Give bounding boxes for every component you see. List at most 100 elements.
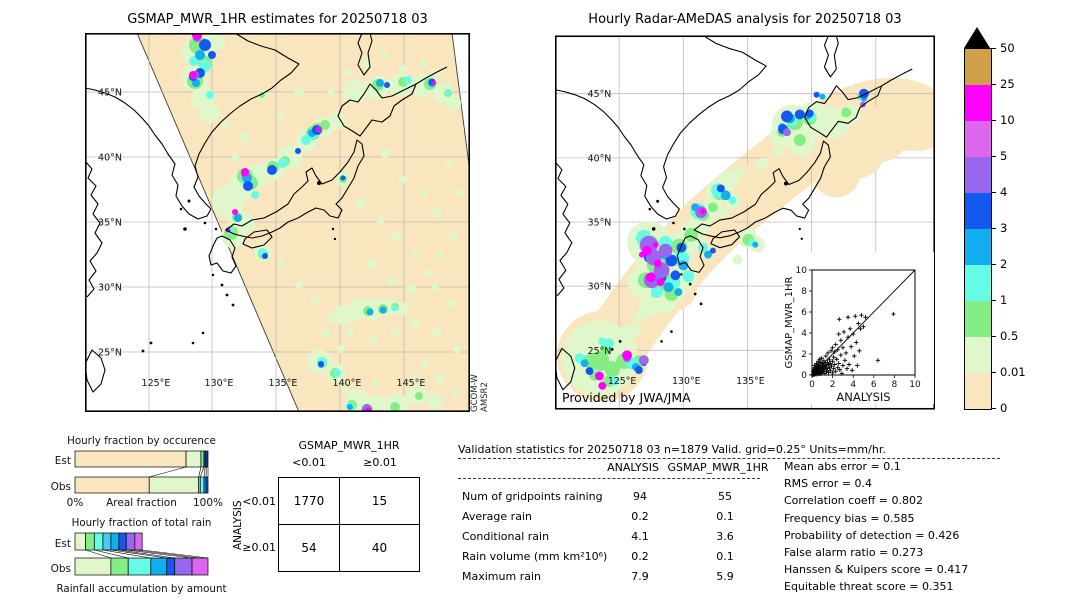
- colorbar-tick: [992, 228, 996, 229]
- coast-path: [881, 68, 913, 87]
- contingency-col-label: <0.01: [292, 456, 326, 469]
- lon-tick-label: 135°E: [736, 376, 765, 387]
- scatter-point: [828, 361, 833, 366]
- stacked-bar: [74, 557, 209, 576]
- colorbar-segment: [965, 49, 991, 85]
- link-line: [149, 466, 187, 478]
- contingency-col-label: ≥0.01: [363, 456, 397, 469]
- bar-segment: [110, 557, 129, 576]
- lon-tick-label: 145°E: [397, 378, 426, 389]
- island-dot: [656, 199, 660, 203]
- bar-segment: [150, 557, 168, 576]
- island-dot: [610, 347, 614, 351]
- precip-cell: [756, 157, 769, 170]
- precip-cell: [427, 393, 443, 409]
- coast-path: [225, 139, 365, 239]
- precip-cell: [376, 79, 384, 87]
- bar-segment: [199, 476, 205, 494]
- credit-line: GCOM-W: [470, 374, 480, 412]
- occurrence-fraction-chart: Hourly fraction by occurence Est Obs 0% 100%…: [51, 435, 223, 509]
- bar-segment: [74, 450, 187, 468]
- lat-tick-label: 35°N: [98, 218, 122, 229]
- scatter-point: [834, 357, 839, 362]
- colorbar-tick-label: 0: [1000, 400, 1008, 415]
- colorbar-segment: [965, 265, 991, 301]
- precip-cell: [346, 329, 354, 337]
- precip-cell: [366, 260, 376, 270]
- precip-cell: [379, 306, 387, 314]
- precip-cell: [656, 278, 665, 287]
- stats-value-analysis: 94: [633, 490, 647, 503]
- x-tick-label: 0%: [67, 497, 84, 509]
- colorbar-tick: [992, 336, 996, 337]
- colorbar-tick-label: 2: [1000, 256, 1008, 271]
- precip-cell: [638, 251, 645, 258]
- precip-cell: [343, 79, 367, 103]
- island-dot: [783, 181, 788, 186]
- bar-segment: [85, 532, 95, 551]
- scatter-point: [836, 331, 841, 337]
- precip-cell: [243, 181, 253, 191]
- precip-cell: [431, 283, 439, 291]
- precip-cell: [650, 286, 663, 299]
- map-frame: [555, 35, 935, 410]
- precip-cell: [653, 259, 662, 268]
- island-dot: [618, 340, 622, 343]
- bar-segment: [185, 450, 202, 468]
- precip-cell: [859, 88, 869, 99]
- coast-path: [823, 35, 839, 78]
- metric-row: Frequency bias = 0.585: [784, 511, 915, 525]
- scatter-point: [858, 326, 863, 331]
- island-dot: [688, 282, 692, 286]
- lat-tick-label: 30°N: [98, 283, 122, 294]
- map-tick-labels: 45°N 40°N 35°N 30°N 25°N 125°E 130°E 135°E 140°E…: [98, 88, 425, 390]
- precip-cell: [435, 373, 445, 383]
- coast-path: [676, 235, 705, 273]
- precip-cell: [652, 241, 659, 248]
- scatter-point: [828, 348, 834, 354]
- lat-tick-label: 45°N: [98, 88, 122, 99]
- coast-path: [710, 229, 741, 249]
- precip-cell: [410, 318, 420, 328]
- bar-segment: [125, 532, 136, 551]
- stats-value-analysis: 0.2: [631, 550, 649, 563]
- x-tick-label: 2: [830, 380, 836, 390]
- scatter-point: [849, 368, 855, 373]
- island-dot: [179, 207, 183, 211]
- precip-cell: [717, 208, 728, 219]
- scatter-plot: 0 2 4 6 8 10 0 2 4 6 8 10 ANALYSIS GSMAP_MWR_1HR: [784, 252, 934, 404]
- link-line: [200, 466, 205, 478]
- precip-cell: [318, 361, 324, 367]
- coast-path: [85, 33, 300, 220]
- link-line: [110, 549, 167, 559]
- coast-path: [242, 229, 273, 249]
- precip-cell: [206, 91, 214, 99]
- scatter-point: [891, 311, 896, 317]
- scatter-point: [848, 344, 854, 349]
- precip-cell: [411, 251, 419, 259]
- precip-cell: [391, 329, 399, 337]
- metric-row: Equitable threat score = 0.351: [784, 580, 954, 594]
- colorbar-tick: [992, 156, 996, 157]
- precip-cell: [624, 323, 640, 340]
- colorbar-tick-label: 5: [1000, 148, 1008, 163]
- precip-cell: [362, 58, 372, 68]
- link-lines: [85, 549, 209, 559]
- link-line: [126, 549, 193, 559]
- bar-segment: [74, 532, 86, 551]
- precip-cell: [445, 95, 461, 111]
- lon-tick-label: 140°E: [333, 378, 362, 389]
- precip-cell: [447, 299, 455, 307]
- precip-cell: [793, 134, 806, 147]
- scatter-point: [837, 367, 843, 372]
- stats-row-label: Num of gridpoints raining: [462, 490, 603, 503]
- stats-value-gsmap: 5.9: [716, 570, 734, 583]
- precip-cell: [311, 297, 319, 305]
- inset-y-axis-label: GSMAP_MWR_1HR: [784, 277, 795, 369]
- precip-cell: [594, 371, 604, 381]
- island-dot: [225, 293, 229, 297]
- right-map-title: Hourly Radar-AMeDAS analysis for 2025071…: [588, 12, 902, 27]
- precip-cell: [380, 148, 390, 158]
- scatter-point: [846, 362, 852, 367]
- bar-segment: [166, 557, 176, 576]
